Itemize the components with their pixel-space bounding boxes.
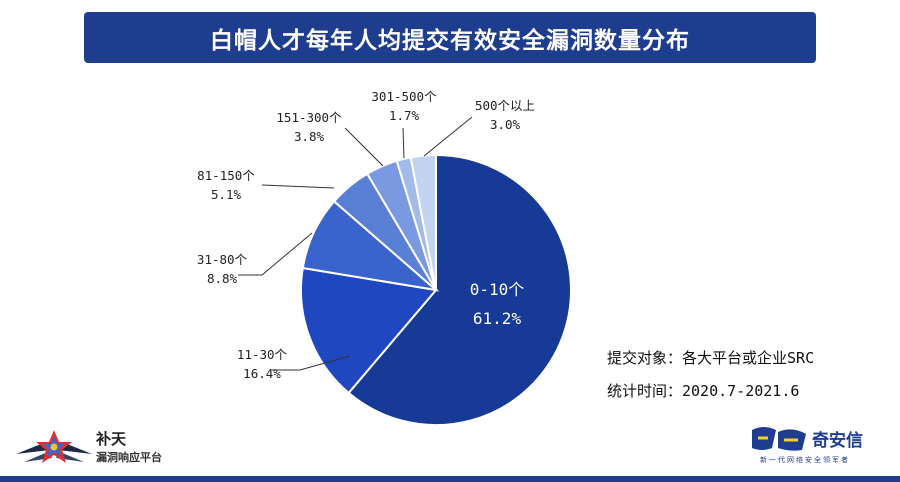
slice-label: 500个以上: [475, 98, 535, 113]
pie-slice: [409, 153, 437, 291]
title-banner: 白帽人才每年人均提交有效安全漏洞数量分布: [84, 12, 816, 63]
butian-logo: 补天 漏洞响应平台: [14, 428, 184, 468]
note-period: 统计时间：2020.7-2021.6: [607, 382, 800, 400]
slice-value-label: 3.0%: [490, 117, 521, 132]
leader-line: [261, 184, 335, 189]
leader-line: [423, 116, 473, 157]
slice-label: 31-80个: [197, 252, 248, 267]
qianxin-emblem-icon: [752, 427, 806, 451]
slice-value-label: 8.8%: [207, 271, 238, 286]
pie-slice: [300, 266, 438, 395]
note-target: 提交对象：各大平台或企业SRC: [607, 349, 815, 367]
leader-line: [402, 127, 405, 159]
butian-emblem-icon: [16, 430, 92, 463]
slice-value-label: 61.2%: [473, 309, 522, 328]
bottom-accent-bar: [0, 476, 900, 482]
slice-label: 151-300个: [276, 110, 342, 125]
slice-label: 81-150个: [197, 168, 255, 183]
slice-label: 0-10个: [470, 280, 525, 299]
qianxin-name: 奇安信: [812, 431, 863, 451]
leader-line: [272, 355, 351, 371]
slice-value-label: 5.1%: [211, 187, 242, 202]
qianxin-logo: 奇安信 新一代网络安全领军者: [748, 424, 888, 470]
qianxin-tagline: 新一代网络安全领军者: [760, 456, 850, 464]
slice-value-label: 1.7%: [389, 108, 420, 123]
slice-value-label: 3.8%: [294, 129, 325, 144]
slice-value-label: 16.4%: [243, 366, 281, 381]
slice-label: 301-500个: [371, 89, 437, 104]
butian-subtitle: 漏洞响应平台: [96, 451, 162, 464]
slice-label: 11-30个: [237, 347, 288, 362]
chart-title: 白帽人才每年人均提交有效安全漏洞数量分布: [210, 27, 690, 54]
butian-name: 补天: [96, 430, 127, 448]
leader-line: [238, 232, 313, 276]
pie-slice: [347, 153, 573, 426]
leader-line: [344, 127, 384, 167]
